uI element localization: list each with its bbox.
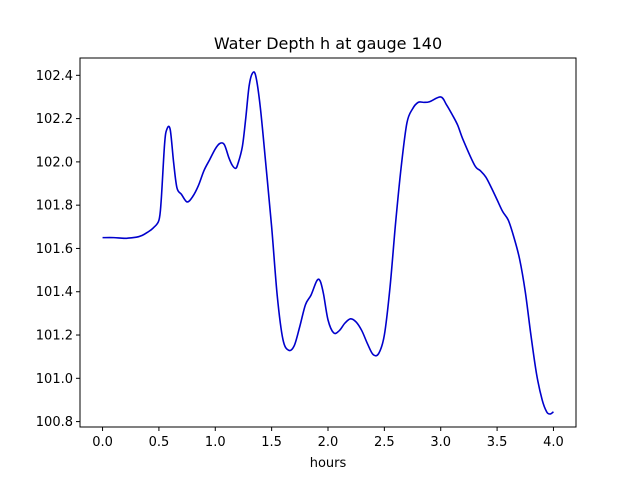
x-tick-label: 0.5 <box>149 435 170 450</box>
y-tick-label: 101.6 <box>36 242 73 257</box>
x-tick-label: 2.5 <box>374 435 395 450</box>
y-tick-label: 101.4 <box>36 285 73 300</box>
y-tick-label: 102.4 <box>36 69 73 84</box>
y-tick-label: 102.2 <box>36 112 73 127</box>
series-line-0 <box>102 71 554 415</box>
y-tick-label: 101.2 <box>36 329 73 344</box>
x-tick-label: 2.0 <box>318 435 339 450</box>
plot-area <box>102 71 554 415</box>
x-tick-label: 3.0 <box>430 435 451 450</box>
x-axis: 0.0 0.5 1.0 1.5 2.0 2.5 3.0 3.5 4.0 <box>92 427 564 450</box>
y-tick-label: 101.0 <box>36 372 73 387</box>
chart-title: Water Depth h at gauge 140 <box>214 34 442 53</box>
y-tick-label: 100.8 <box>36 415 73 430</box>
y-axis: 100.8 101.0 101.2 101.4 101.6 101.8 102.0 102.2… <box>36 69 80 430</box>
x-axis-label: hours <box>310 456 347 471</box>
x-tick-label: 1.0 <box>205 435 226 450</box>
x-tick-label: 0.0 <box>92 435 113 450</box>
x-tick-label: 3.5 <box>487 435 508 450</box>
plot-frame <box>79 57 577 428</box>
y-tick-label: 102.0 <box>36 155 73 170</box>
x-tick-label: 1.5 <box>261 435 282 450</box>
x-tick-label: 4.0 <box>543 435 564 450</box>
y-tick-label: 101.8 <box>36 199 73 214</box>
